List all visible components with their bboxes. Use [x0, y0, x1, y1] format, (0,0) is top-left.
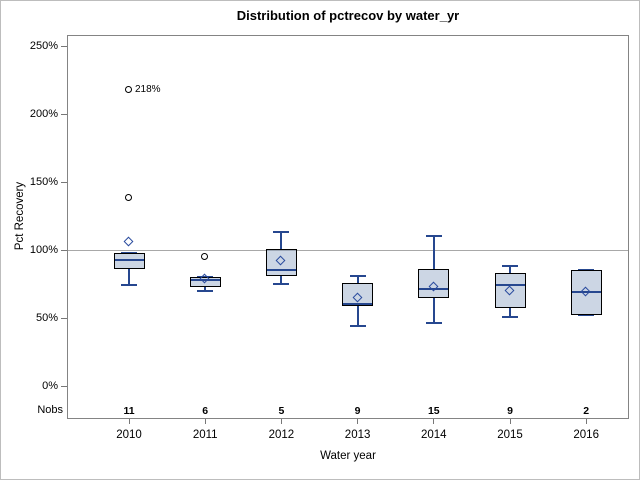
plot-area: 0% 50% 100% 150% 200% 250% 218% 11 2010 6 2011 5 201… [30, 35, 629, 441]
whisker-cap [425, 235, 442, 238]
whisker-line [128, 269, 130, 286]
chart-title: Distribution of pctrecov by water_yr [236, 8, 460, 23]
whisker-line [509, 266, 511, 274]
whisker-cap [121, 284, 137, 287]
y-tick-label: 0% [42, 380, 58, 392]
nobs-value: 15 [427, 405, 440, 417]
x-tick [280, 419, 282, 424]
median-line [419, 288, 449, 291]
box-rect [113, 252, 145, 270]
x-tick [585, 419, 587, 424]
x-tick-label: 2013 [344, 429, 371, 441]
outlier-label: 218% [135, 83, 161, 95]
nobs-value: 6 [202, 405, 209, 417]
y-tick-label: 200% [29, 108, 58, 120]
median-line [571, 291, 601, 294]
nobs-value: 2 [583, 405, 590, 417]
whisker-line [356, 305, 359, 327]
nobs-value: 5 [278, 405, 285, 417]
x-tick-label: 2015 [497, 429, 523, 441]
whisker-cap [425, 322, 442, 325]
box-rect [189, 277, 221, 287]
whisker-line [280, 232, 283, 249]
nobs-value: 9 [507, 405, 513, 417]
nobs-value: 11 [123, 405, 135, 417]
y-tick-label: 250% [29, 40, 58, 52]
whisker-cap [578, 314, 595, 317]
y-tick [61, 386, 67, 387]
box-rect [418, 269, 450, 298]
whisker-cap [197, 289, 214, 292]
y-tick-label: 150% [29, 176, 58, 188]
x-tick-label: 2010 [116, 429, 142, 441]
whisker-line [356, 275, 359, 283]
box-rect [494, 273, 526, 309]
x-axis-label: Water year [320, 450, 376, 462]
y-tick-label: 50% [35, 312, 58, 324]
outlier-point [201, 252, 209, 260]
x-tick-label: 2014 [421, 429, 447, 441]
y-tick [61, 250, 67, 251]
median-line [190, 278, 220, 281]
whisker-cap [273, 231, 290, 234]
x-tick [509, 419, 511, 424]
x-tick [204, 419, 206, 424]
mean-diamond-icon [123, 236, 134, 247]
whisker-cap [349, 274, 366, 277]
x-tick-label: 2012 [268, 429, 295, 441]
reference-line [68, 250, 628, 251]
y-tick [61, 114, 67, 115]
x-tick [128, 419, 130, 424]
x-tick [357, 419, 359, 424]
whisker-cap [349, 325, 366, 328]
x-tick-label: 2016 [573, 429, 599, 441]
nobs-row-label: Nobs [37, 404, 63, 416]
outlier-point [125, 85, 132, 93]
median-line [114, 258, 144, 261]
x-tick [433, 419, 435, 424]
whisker-cap [273, 283, 290, 285]
whisker-line [204, 286, 207, 291]
whisker-line [509, 308, 511, 317]
median-line [495, 284, 525, 287]
x-tick-label: 2011 [192, 429, 218, 441]
y-tick [61, 318, 67, 319]
y-axis-label: Pct Recovery [14, 181, 26, 251]
whisker-line [432, 297, 435, 324]
outlier-point [125, 194, 132, 202]
whisker-line [432, 236, 435, 270]
y-tick-label: 100% [29, 244, 58, 256]
nobs-value: 9 [354, 405, 361, 417]
whisker-cap [502, 265, 518, 268]
median-line [266, 269, 296, 272]
whisker-line [280, 275, 283, 284]
median-line [343, 303, 373, 306]
whisker-cap [502, 315, 518, 318]
y-tick [61, 182, 67, 183]
y-tick [61, 46, 67, 47]
